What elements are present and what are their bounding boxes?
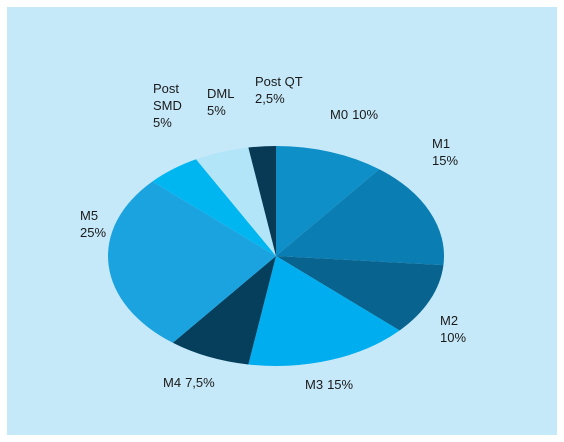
pie-slice xyxy=(248,146,276,256)
slice-label: DML 5% xyxy=(207,85,234,119)
slice-value: 15% xyxy=(327,377,354,392)
pie-slice xyxy=(276,256,444,331)
slice-name: M4 xyxy=(163,375,182,390)
slice-name: M1 xyxy=(432,136,451,151)
slice-label: M4 7,5% xyxy=(163,374,215,391)
slice-value: 10% xyxy=(440,330,467,345)
slice-label: M5 25% xyxy=(80,207,106,241)
slice-label: Post SMD 5% xyxy=(153,80,189,131)
pie-slice xyxy=(107,181,276,343)
slice-label: M3 15% xyxy=(305,376,353,393)
slice-name: M0 xyxy=(330,107,349,122)
pie-slice xyxy=(276,146,380,256)
pie-slice xyxy=(248,256,400,366)
slice-value: 10% xyxy=(352,107,379,122)
slice-value: 15% xyxy=(432,153,459,168)
slice-value: 7,5% xyxy=(185,375,215,390)
pie-slice xyxy=(172,256,276,365)
slice-label: Post QT 2,5% xyxy=(255,73,303,107)
slice-name: M5 xyxy=(80,208,99,223)
pie-slice xyxy=(276,169,444,266)
slice-name: Post QT xyxy=(255,74,303,89)
slice-value: 5% xyxy=(153,115,172,130)
slice-label: M2 10% xyxy=(440,312,466,346)
slice-name: M3 xyxy=(305,377,324,392)
slice-value: 2,5% xyxy=(255,91,285,106)
pie-slice xyxy=(196,147,276,256)
slice-name: DML xyxy=(207,86,235,101)
slice-name: M2 xyxy=(440,313,459,328)
slice-value: 5% xyxy=(207,103,226,118)
slice-name: Post SMD xyxy=(153,81,182,113)
slice-value: 25% xyxy=(80,225,107,240)
slice-label: M0 10% xyxy=(330,106,378,123)
slice-label: M1 15% xyxy=(432,135,458,169)
pie-slice xyxy=(152,159,276,256)
